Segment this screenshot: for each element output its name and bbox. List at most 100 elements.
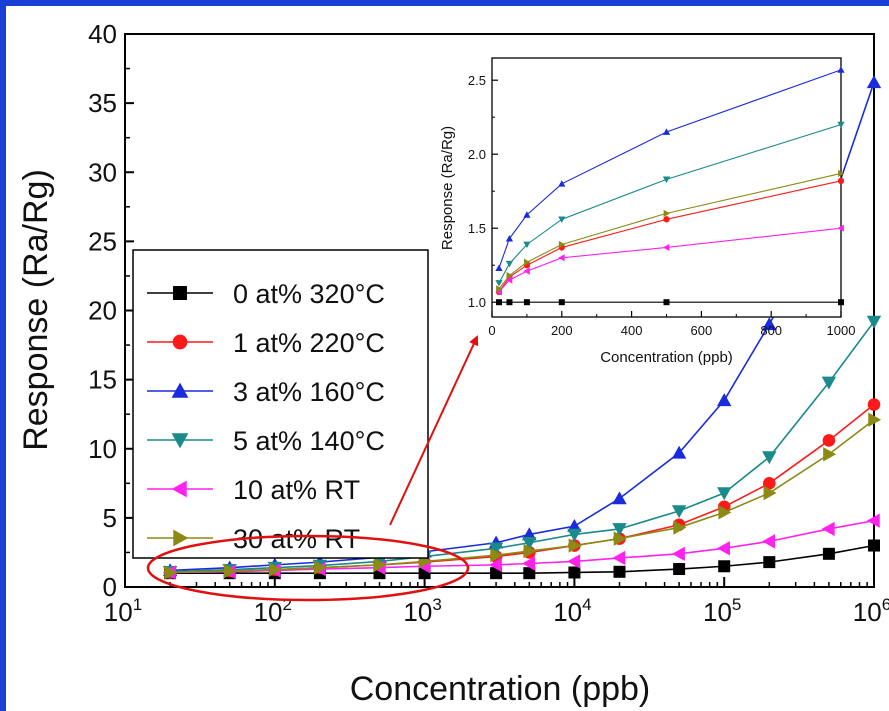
data-point (223, 563, 237, 579)
legend-box (132, 249, 429, 559)
inset-data-point (662, 176, 671, 183)
x-tick-base: 10 (403, 597, 432, 627)
legend-marker (171, 433, 189, 449)
data-point (718, 560, 731, 573)
legend-label: 0 at% 320°C (233, 279, 385, 309)
y-axis-label: Response (Ra/Rg) (17, 169, 55, 451)
data-point (717, 393, 732, 407)
x-tick-exponent: 4 (582, 595, 591, 614)
legend-marker (171, 480, 187, 498)
x-tick-label: 102 (254, 595, 292, 627)
y-tick-label: 5 (103, 503, 117, 533)
x-tick-exponent: 5 (732, 595, 741, 614)
inset-series-line (498, 227, 842, 293)
data-point (822, 547, 835, 560)
y-tick-label: 30 (88, 157, 117, 187)
data-point (567, 528, 582, 542)
data-point (612, 491, 627, 505)
data-point (718, 505, 732, 520)
data-point (762, 451, 777, 465)
data-point (567, 554, 581, 569)
inset-data-point (838, 169, 845, 178)
legend-marker (173, 286, 187, 300)
data-point (671, 505, 687, 519)
data-point (762, 477, 776, 490)
data-point (269, 562, 282, 577)
data-point (673, 563, 686, 576)
data-point (488, 557, 502, 573)
inset-data-point (837, 224, 844, 232)
inset-data-point (662, 243, 670, 252)
inset-series-5 (496, 169, 845, 293)
data-point (314, 560, 328, 575)
x-axis-label: Concentration (ppb) (350, 670, 651, 708)
inset-data-point (558, 216, 566, 223)
data-point (523, 543, 537, 559)
inset-pointer-arrow (389, 335, 479, 526)
data-point (488, 542, 504, 556)
inset-data-point (523, 299, 530, 306)
inset-data-point (524, 258, 531, 266)
data-point (867, 398, 881, 411)
data-point (612, 550, 626, 566)
inset-x-tick-label: 200 (551, 323, 573, 338)
x-tick-label: 106 (853, 595, 889, 627)
inset-data-point (506, 271, 514, 280)
x-tick-base: 10 (703, 597, 732, 627)
inset-series-3 (495, 121, 845, 287)
inset-series-line (498, 69, 842, 269)
x-tick-base: 10 (254, 597, 283, 627)
inset-data-point (495, 264, 503, 272)
x-tick-label: 105 (703, 595, 741, 627)
x-tick-exponent: 6 (882, 595, 889, 614)
data-point (762, 317, 777, 331)
data-point (717, 541, 730, 556)
inset-data-point (505, 260, 514, 268)
inset-y-axis-label: Response (Ra/Rg) (439, 126, 456, 250)
data-point (823, 447, 837, 462)
data-point (522, 527, 537, 541)
legend: 0 at% 320°C 1 at% 220°C 3 at% 160°C 5 at% 1… (132, 249, 429, 559)
x-tick-exponent: 1 (133, 595, 142, 614)
inset-data-point (505, 234, 514, 242)
inset-x-tick-label: 1000 (827, 323, 856, 338)
legend-label: 3 at% 160°C (233, 377, 385, 407)
inset-data-point (506, 299, 513, 306)
data-point (866, 315, 882, 329)
legend-entry: 5 at% 140°C (147, 426, 385, 456)
inset-x-axis-label: Concentration (ppb) (600, 349, 733, 366)
y-tick-label: 35 (88, 88, 117, 118)
y-tick-label: 20 (88, 296, 117, 326)
data-point (490, 548, 504, 563)
y-tick-label: 15 (88, 365, 117, 395)
data-point (613, 565, 626, 578)
data-point (673, 520, 687, 535)
legend-marker (173, 529, 189, 547)
highlight-ellipse (146, 534, 470, 602)
legend-entry: 10 at% RT (147, 475, 360, 505)
x-tick-base: 10 (553, 597, 582, 627)
inset-series-2 (495, 66, 845, 272)
legend-marker (172, 334, 188, 350)
legend-entry: 1 at% 220°C (147, 328, 385, 358)
inset-data-point (663, 299, 670, 306)
y-tick-label: 10 (88, 434, 117, 464)
inset-data-point (837, 121, 845, 129)
y-tick-label: 40 (88, 19, 117, 49)
data-point (373, 557, 387, 573)
data-point (613, 531, 627, 546)
data-point (866, 75, 882, 89)
inset-x-tick-label: 400 (621, 323, 643, 338)
x-tick-base: 10 (104, 597, 133, 627)
inset-data-point (558, 240, 566, 249)
legend-entry: 0 at% 320°C (147, 279, 385, 309)
inset-data-point (496, 285, 503, 293)
data-point (568, 538, 582, 553)
inset-data-point (837, 177, 845, 184)
legend-entry: 3 at% 160°C (147, 377, 385, 407)
inset-data-point (523, 241, 531, 249)
data-point (522, 537, 537, 550)
inset-x-tick-label: 600 (691, 323, 713, 338)
